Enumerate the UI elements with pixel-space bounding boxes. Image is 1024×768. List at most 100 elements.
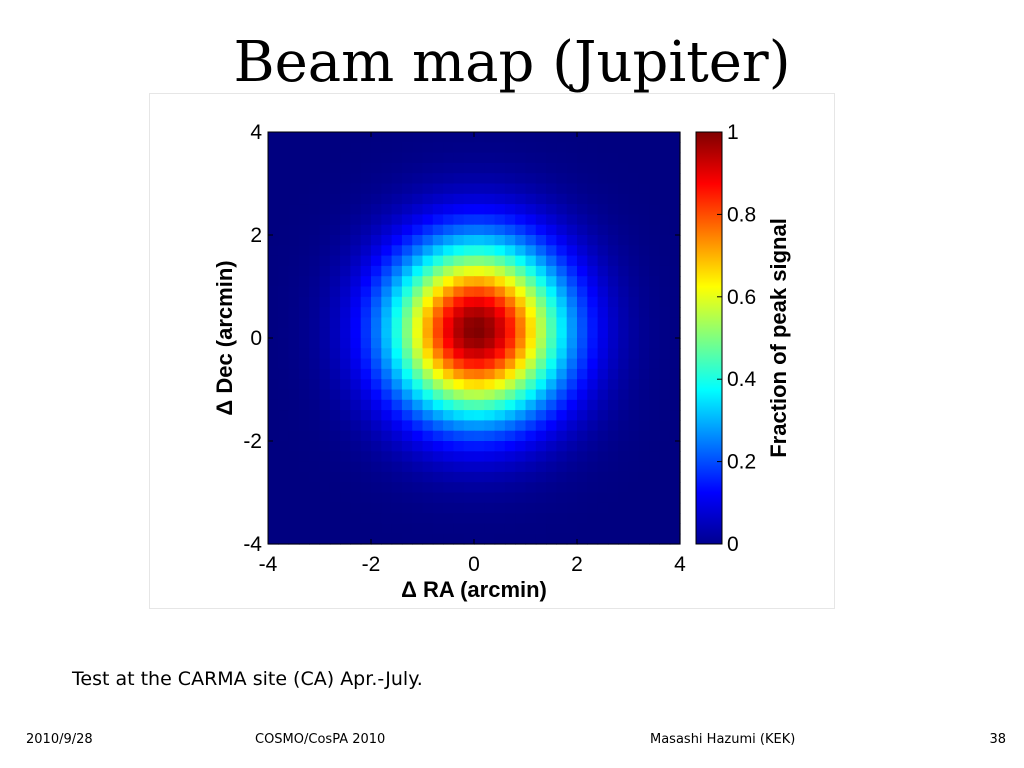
heatmap-cell [443,276,454,288]
heatmap-cell [607,193,619,205]
heatmap-cell [515,183,527,195]
heatmap-cell [659,204,671,215]
heatmap-cell [607,327,619,339]
heatmap-cell [381,224,393,236]
heatmap-cell [618,420,630,432]
heatmap-cell [535,152,547,164]
heatmap-cell [309,142,321,154]
heatmap-cell [401,286,413,298]
heatmap-cell [494,461,506,473]
heatmap-cell [329,502,341,514]
heatmap-cell [340,224,351,236]
heatmap-cell [618,204,630,215]
heatmap-cell [381,276,393,288]
heatmap-cell [525,461,537,473]
heatmap-cell [577,358,588,370]
heatmap-cell [422,420,434,432]
heatmap-cell [288,399,300,411]
heatmap-cell [298,173,310,185]
heatmap-cell [360,265,372,277]
heatmap-cell [278,430,290,442]
heatmap-cell [268,142,279,154]
heatmap-cell [350,276,362,288]
heatmap-cell [638,389,650,401]
heatmap-cell [504,358,516,370]
heatmap-cell [401,307,413,318]
heatmap-cell [360,368,372,380]
heatmap-cell [278,410,290,421]
heatmap-cell [422,379,434,391]
heatmap-cell [381,173,393,185]
heatmap-cell [484,513,496,524]
y-tick-label: 0 [250,327,262,350]
heatmap-cell [381,348,393,360]
heatmap-cell [597,265,609,277]
heatmap-cell [649,430,660,442]
heatmap-cell [412,142,424,154]
heatmap-cell [360,286,372,298]
heatmap-cell [525,338,537,349]
heatmap-cell [546,214,557,226]
heatmap-cell [422,265,434,277]
heatmap-cell [268,461,279,473]
heatmap-cell [298,338,310,349]
heatmap-cell [319,389,331,401]
heatmap-cell [319,492,331,504]
heatmap-cell [618,265,630,277]
heatmap-cell [350,430,362,442]
heatmap-cell [412,245,424,257]
heatmap-cell [535,451,547,463]
heatmap-cell [494,296,506,308]
heatmap-cell [659,348,671,360]
heatmap-cell [494,214,506,226]
heatmap-cell [577,420,588,432]
heatmap-cell [371,451,382,463]
heatmap-cell [350,451,362,463]
heatmap-cell [371,255,382,267]
heatmap-cell [268,482,279,494]
heatmap-cell [298,286,310,298]
heatmap-cell [484,482,496,494]
heatmap-cell [587,255,599,267]
heatmap-cell [474,348,485,360]
heatmap-cell [412,523,424,535]
heatmap-cell [329,399,341,411]
heatmap-cell [432,471,444,483]
heatmap-cell [587,152,599,164]
heatmap-cell [669,193,681,205]
heatmap-cell [360,142,372,154]
heatmap-cell [515,152,527,164]
heatmap-cell [422,430,434,442]
heatmap-cell [412,482,424,494]
heatmap-cell [618,451,630,463]
heatmap-cell [443,513,454,524]
heatmap-cell [556,430,568,442]
heatmap-cell [432,502,444,514]
heatmap-cell [504,379,516,391]
heatmap-cell [381,379,393,391]
heatmap-cell [577,461,588,473]
colorbar [695,131,723,545]
heatmap-cell [618,368,630,380]
heatmap-cell [546,204,557,215]
heatmap-cell [669,224,681,236]
heatmap-cell [401,296,413,308]
heatmap-cell [597,224,609,236]
heatmap-cell [618,255,630,267]
heatmap-cell [401,152,413,164]
heatmap-cell [278,255,290,267]
heatmap-cell [659,162,671,174]
heatmap-cell [298,296,310,308]
heatmap-cell [329,420,341,432]
heatmap-cell [607,132,619,143]
heatmap-cell [577,296,588,308]
heatmap-cell [597,286,609,298]
heatmap-cell [515,317,527,329]
heatmap-cell [577,235,588,246]
heatmap-cell [474,379,485,391]
heatmap-cell [638,492,650,504]
heatmap-cell [309,152,321,164]
heatmap-cell [371,471,382,483]
heatmap-cell [577,245,588,257]
